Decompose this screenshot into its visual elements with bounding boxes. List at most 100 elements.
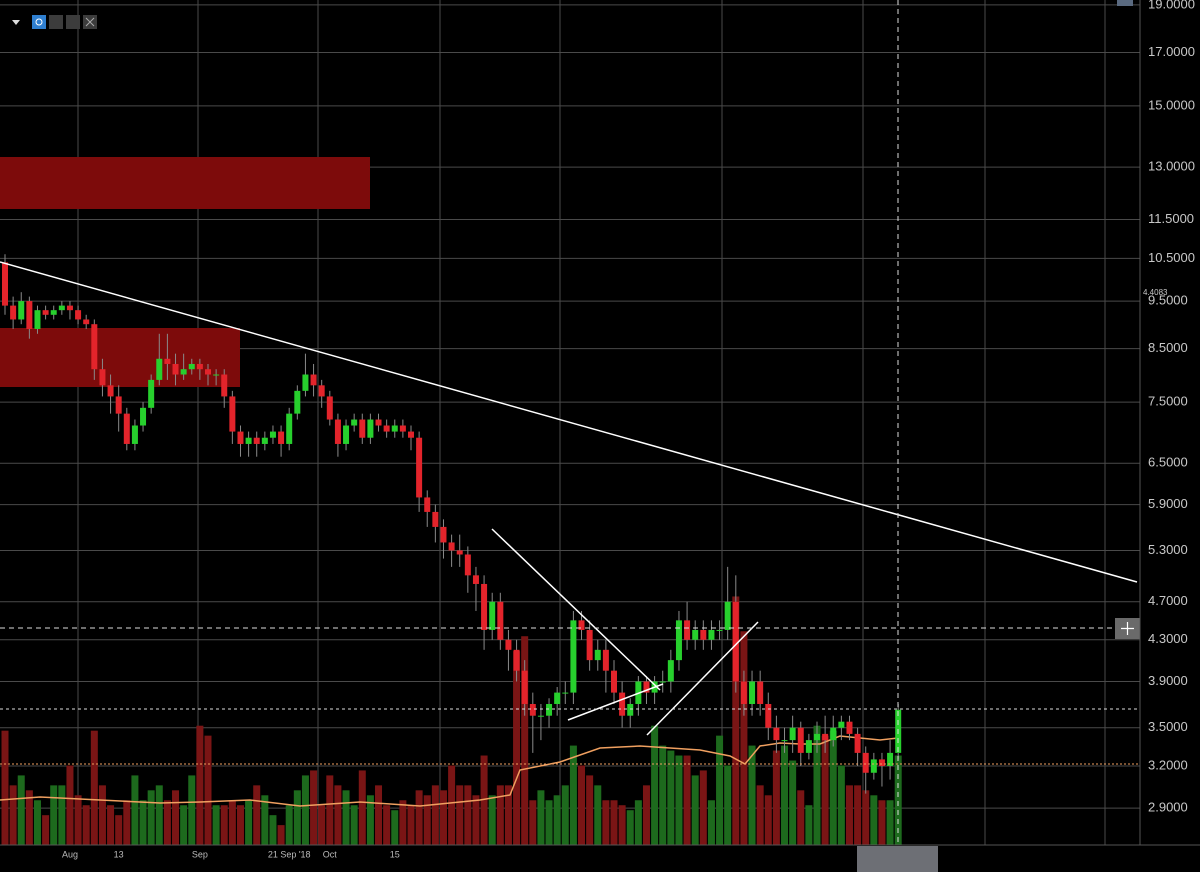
volume-bar — [634, 800, 642, 845]
volume-bar — [269, 815, 277, 845]
candle-body — [91, 324, 98, 370]
settings-button[interactable] — [49, 15, 63, 29]
volume-bar — [618, 805, 626, 845]
y-tick-label: 11.5000 — [1148, 211, 1194, 226]
volume-bar — [25, 790, 33, 845]
volume-bar — [659, 745, 667, 845]
candle-body — [619, 692, 626, 716]
trendline — [646, 621, 759, 736]
y-tick-label: 2.9000 — [1148, 800, 1188, 815]
volume-bar — [707, 800, 715, 845]
candle-body — [318, 385, 325, 397]
volume-bar — [448, 765, 456, 845]
dropdown-arrow[interactable] — [12, 20, 20, 25]
volume-bar — [147, 790, 155, 845]
price-marker-label: 4.4083 — [1143, 288, 1168, 297]
x-icon — [85, 17, 95, 27]
candle-body — [229, 396, 236, 432]
candle-body — [99, 369, 106, 386]
volume-bar — [17, 775, 25, 845]
candle-body — [789, 727, 796, 741]
candle-body — [805, 740, 812, 753]
candle-body — [131, 425, 138, 444]
volume-bar — [683, 755, 691, 845]
volume-bar — [845, 785, 853, 845]
candle-body — [10, 305, 17, 320]
volume-bar — [115, 815, 123, 845]
candle-body — [172, 363, 179, 375]
candle-body — [310, 374, 317, 386]
candle-body — [562, 692, 569, 694]
volume-bar — [375, 785, 383, 845]
y-tick-label: 5.9000 — [1148, 496, 1188, 511]
candle-body — [878, 759, 885, 767]
candle-body — [667, 660, 674, 682]
volume-bar — [748, 745, 756, 845]
volume-bar — [699, 770, 707, 845]
volume-bar — [334, 785, 342, 845]
volume-bar — [236, 805, 244, 845]
candle-body — [123, 413, 130, 444]
candle-body — [416, 437, 423, 498]
candle-body — [537, 715, 544, 717]
candle-body — [546, 703, 553, 716]
candle-body — [286, 413, 293, 444]
move-button[interactable] — [66, 15, 80, 29]
candle-body — [196, 363, 203, 370]
volume-bar — [781, 745, 789, 845]
volume-bar — [464, 785, 472, 845]
volume-bar — [724, 765, 732, 845]
volume-bar — [651, 725, 659, 845]
volume-bar — [740, 631, 748, 845]
volume-bar — [675, 755, 683, 845]
candle-body — [586, 629, 593, 661]
candle-body — [83, 319, 90, 325]
candle-body — [830, 727, 837, 741]
candle-body — [375, 419, 382, 426]
volume-bar — [9, 785, 17, 845]
volume-bar — [732, 596, 740, 845]
volume-bar — [301, 775, 309, 845]
candle-body — [732, 601, 739, 682]
volume-bar — [829, 730, 837, 845]
volume-bar — [513, 651, 521, 845]
candle-body — [66, 305, 73, 311]
volume-bar — [626, 810, 634, 845]
volume-bar — [854, 785, 862, 845]
candle-body — [253, 437, 260, 444]
candle-body — [399, 425, 406, 432]
candle-body — [237, 431, 244, 444]
candle-body — [692, 629, 699, 640]
candle-body — [700, 629, 707, 640]
y-tick-label: 3.2000 — [1148, 757, 1188, 772]
candle-body — [870, 759, 877, 773]
toolbar — [12, 15, 97, 29]
candle-body — [408, 431, 414, 438]
candle-body — [513, 649, 520, 671]
candle-body — [107, 385, 114, 397]
candle-body — [383, 425, 390, 432]
volume-bar — [50, 785, 58, 845]
candle-body — [505, 639, 512, 650]
candle-body — [213, 374, 220, 376]
candle-body — [34, 310, 41, 329]
x-tick-label: 13 — [114, 849, 124, 859]
candle-body — [2, 262, 8, 306]
candle-body — [164, 358, 171, 364]
candle-body — [18, 301, 25, 320]
volume-layer — [1, 596, 902, 845]
crosshair-icon — [1121, 622, 1134, 635]
candle-body — [481, 583, 488, 630]
grid — [0, 0, 1140, 845]
volume-bar — [504, 785, 512, 845]
candle-body — [115, 396, 122, 414]
scale-button[interactable] — [1117, 0, 1133, 6]
visibility-button[interactable] — [32, 15, 46, 29]
candle-body — [854, 733, 861, 753]
volume-bar — [716, 735, 724, 845]
candle-body — [148, 379, 155, 408]
candle-body — [205, 369, 211, 375]
volume-bar — [480, 755, 488, 845]
volume-bar — [253, 785, 261, 845]
